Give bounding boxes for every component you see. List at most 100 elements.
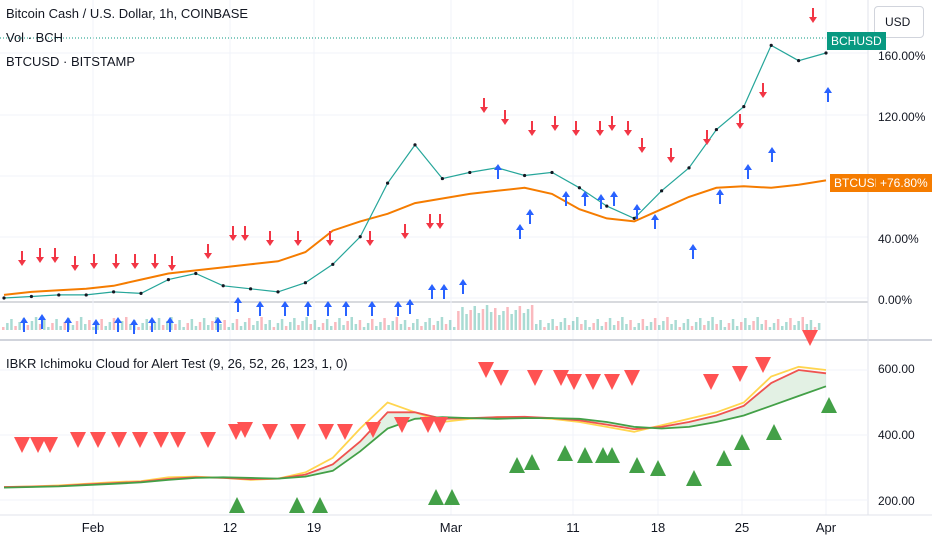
- volume-bar-112: [461, 307, 464, 330]
- sell-triangle-7: [153, 432, 169, 448]
- bchusd-point-6: [166, 278, 170, 282]
- volume-bar-34: [141, 323, 144, 330]
- sell-arrow-head-32: [809, 17, 817, 23]
- volume-bar-140: [576, 317, 579, 330]
- volume-bar-183: [752, 321, 755, 330]
- buy-arrow-head-20: [459, 279, 467, 285]
- currency-button[interactable]: USD: [874, 6, 924, 38]
- volume-bar-55: [227, 327, 230, 330]
- buy-arrow-head-11: [281, 301, 289, 307]
- sell-arrow-head-17: [426, 223, 434, 229]
- sell-arrow-head-18: [436, 223, 444, 229]
- bchusd-point-5: [139, 291, 143, 296]
- sell-triangle-9: [200, 432, 216, 448]
- volume-bar-39: [161, 325, 165, 330]
- indicator-line-kijun: [3, 369, 827, 488]
- sell-triangle-5: [111, 432, 127, 448]
- volume-bar-48: [198, 322, 202, 330]
- volume-bar-69: [284, 326, 288, 330]
- volume-bar-137: [563, 318, 567, 330]
- sell-arrow-head-31: [759, 92, 767, 98]
- indicator-line-senkou: [3, 385, 827, 489]
- bchusd-point-7: [194, 271, 198, 276]
- alert-arrows: [18, 8, 832, 334]
- sell-arrow-head-4: [90, 263, 98, 269]
- buy-triangle-15: [734, 434, 750, 450]
- volume-bar-41: [170, 317, 173, 330]
- volume-bar-6: [26, 325, 30, 330]
- volume-bar-78: [321, 323, 325, 330]
- volume-bar-178: [731, 319, 735, 330]
- volume-bar-187: [768, 327, 772, 330]
- buy-arrow-head-21: [494, 164, 502, 170]
- volume-bar-42: [174, 324, 177, 330]
- buy-arrow-head-1: [38, 314, 46, 320]
- buy-arrow-head-26: [597, 194, 605, 200]
- x-tick-18: 18: [650, 520, 666, 535]
- volume-legend[interactable]: Vol · BCH: [6, 30, 64, 45]
- y-tick-160: 160.00%: [878, 49, 926, 63]
- volume-bar-96: [395, 317, 399, 330]
- sell-arrow-head-27: [638, 147, 646, 153]
- bchusd-point-25: [687, 166, 691, 170]
- volume-bar-40: [166, 321, 169, 330]
- buy-arrow-head-27: [610, 191, 618, 197]
- volume-bar-166: [682, 323, 686, 330]
- sell-arrow-head-11: [241, 235, 249, 241]
- volume-bar-85: [350, 317, 353, 330]
- sell-triangle-24: [566, 374, 582, 390]
- btcusd-line: [3, 179, 827, 296]
- volume-bar-192: [789, 318, 792, 330]
- volume-bar-27: [112, 318, 116, 330]
- sell-arrow-head-14: [326, 240, 334, 246]
- buy-triangle-8: [577, 447, 593, 463]
- symbol-title[interactable]: Bitcoin Cash / U.S. Dollar, 1h, COINBASE: [6, 6, 249, 21]
- volume-bar-115: [473, 306, 476, 330]
- volume-bar-145: [596, 319, 599, 330]
- x-tick-19: 19: [306, 520, 322, 535]
- buy-arrow-head-19: [440, 284, 448, 290]
- volume-bar-76: [313, 320, 317, 330]
- volume-bar-136: [559, 322, 563, 330]
- volume-bar-175: [719, 320, 722, 330]
- volume-bar-129: [530, 305, 534, 330]
- volume-bar-97: [399, 324, 403, 330]
- volume-bar-91: [375, 326, 378, 330]
- buy-triangle-3: [428, 489, 444, 505]
- buy-triangle-0: [229, 497, 245, 513]
- volume-bar-190: [781, 326, 784, 330]
- buy-arrow-head-8: [214, 317, 222, 323]
- buy-arrow-head-18: [428, 284, 436, 290]
- volume-bar-93: [383, 318, 386, 330]
- buy-triangle-13: [686, 470, 702, 486]
- indicator-legend[interactable]: IBKR Ichimoku Cloud for Alert Test (9, 2…: [6, 356, 348, 371]
- sell-arrow-head-26: [624, 130, 632, 136]
- buy-arrow-head-32: [744, 164, 752, 170]
- volume-bar-118: [485, 305, 489, 330]
- volume-bar-54: [223, 320, 226, 330]
- sell-triangle-14: [318, 424, 334, 440]
- sell-triangle-16: [365, 422, 381, 438]
- sell-triangle-15: [337, 424, 353, 440]
- sell-triangle-22: [527, 370, 543, 386]
- volume-bar-160: [658, 325, 661, 330]
- ind-y-tick-200: 200.00: [878, 494, 915, 508]
- sell-arrow-head-23: [572, 130, 580, 136]
- sell-triangle-12: [262, 424, 278, 440]
- volume-bar-67: [276, 323, 280, 330]
- volume-bar-188: [772, 323, 776, 330]
- bchusd-point-24: [660, 189, 664, 193]
- volume-bar-162: [666, 317, 669, 330]
- volume-bar-130: [535, 324, 538, 330]
- indicator-line-tenkan: [3, 365, 827, 488]
- volume-bar-47: [194, 326, 198, 330]
- volume-bar-158: [649, 322, 653, 330]
- sell-triangle-13: [290, 424, 306, 440]
- y-tick-40: 40.00%: [878, 232, 919, 246]
- volume-bar-110: [453, 327, 456, 330]
- buy-triangle-7: [557, 445, 573, 461]
- sell-triangle-6: [132, 432, 148, 448]
- buy-arrow-head-25: [581, 191, 589, 197]
- compare-legend[interactable]: BTCUSD · BITSTAMP: [6, 54, 136, 69]
